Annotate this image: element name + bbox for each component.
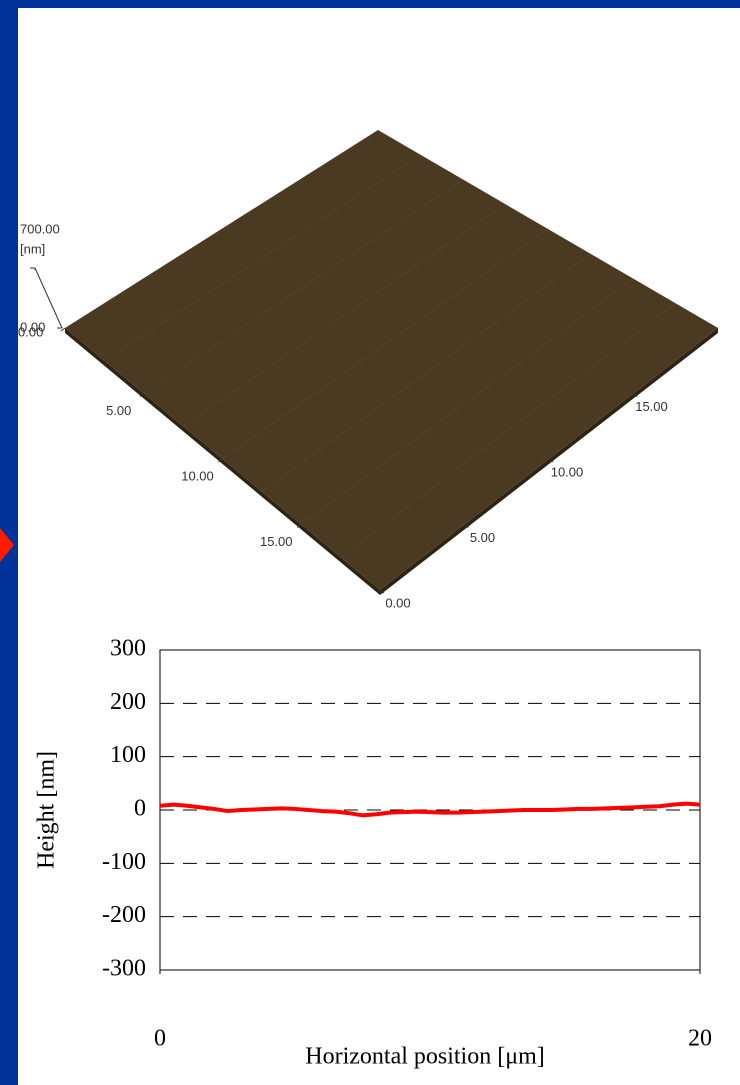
afm-surface: 0.00700.00[nm]0.005.0010.0015.000.005.00… (18, 130, 718, 610)
x-tick-label: 10.00 (181, 468, 214, 483)
profile-chart: -300 -200 -100 0 100 200 300 0 20 Horizontal posi… (34, 636, 713, 1070)
surface-top (65, 130, 718, 590)
y-tick-label: 300 (110, 636, 146, 662)
x-tick-label: 15.00 (260, 534, 293, 549)
x-axis-label: Horizontal position [μm] (305, 1044, 545, 1070)
y-tick-label: 200 (110, 689, 146, 715)
x-tick-label: 0 (154, 1026, 166, 1052)
y-tick-label: 0 (134, 796, 146, 822)
y-tick-label: -300 (102, 956, 146, 982)
y-tick-label: -200 (102, 902, 146, 928)
x-tick-label: 20 (688, 1026, 712, 1052)
y-tick-label: 100 (110, 742, 146, 768)
x-tick-label: 0.00 (18, 324, 43, 339)
y-tick-label: -100 (102, 849, 146, 875)
y-tick-label: 5.00 (470, 530, 495, 545)
y-tick-label: 15.00 (635, 399, 668, 414)
z-axis-label: [nm] (20, 241, 45, 256)
profile-line (160, 804, 700, 816)
y-tick-label: 10.00 (551, 464, 584, 479)
slide: 0.00700.00[nm]0.005.0010.0015.000.005.00… (0, 0, 740, 1085)
x-tick-label: 5.00 (106, 403, 131, 418)
y-tick-label: 0.00 (385, 595, 410, 610)
y-axis-label: Height [nm] (34, 751, 60, 869)
z-tick-label: 700.00 (20, 221, 60, 236)
top-bar (0, 0, 740, 8)
